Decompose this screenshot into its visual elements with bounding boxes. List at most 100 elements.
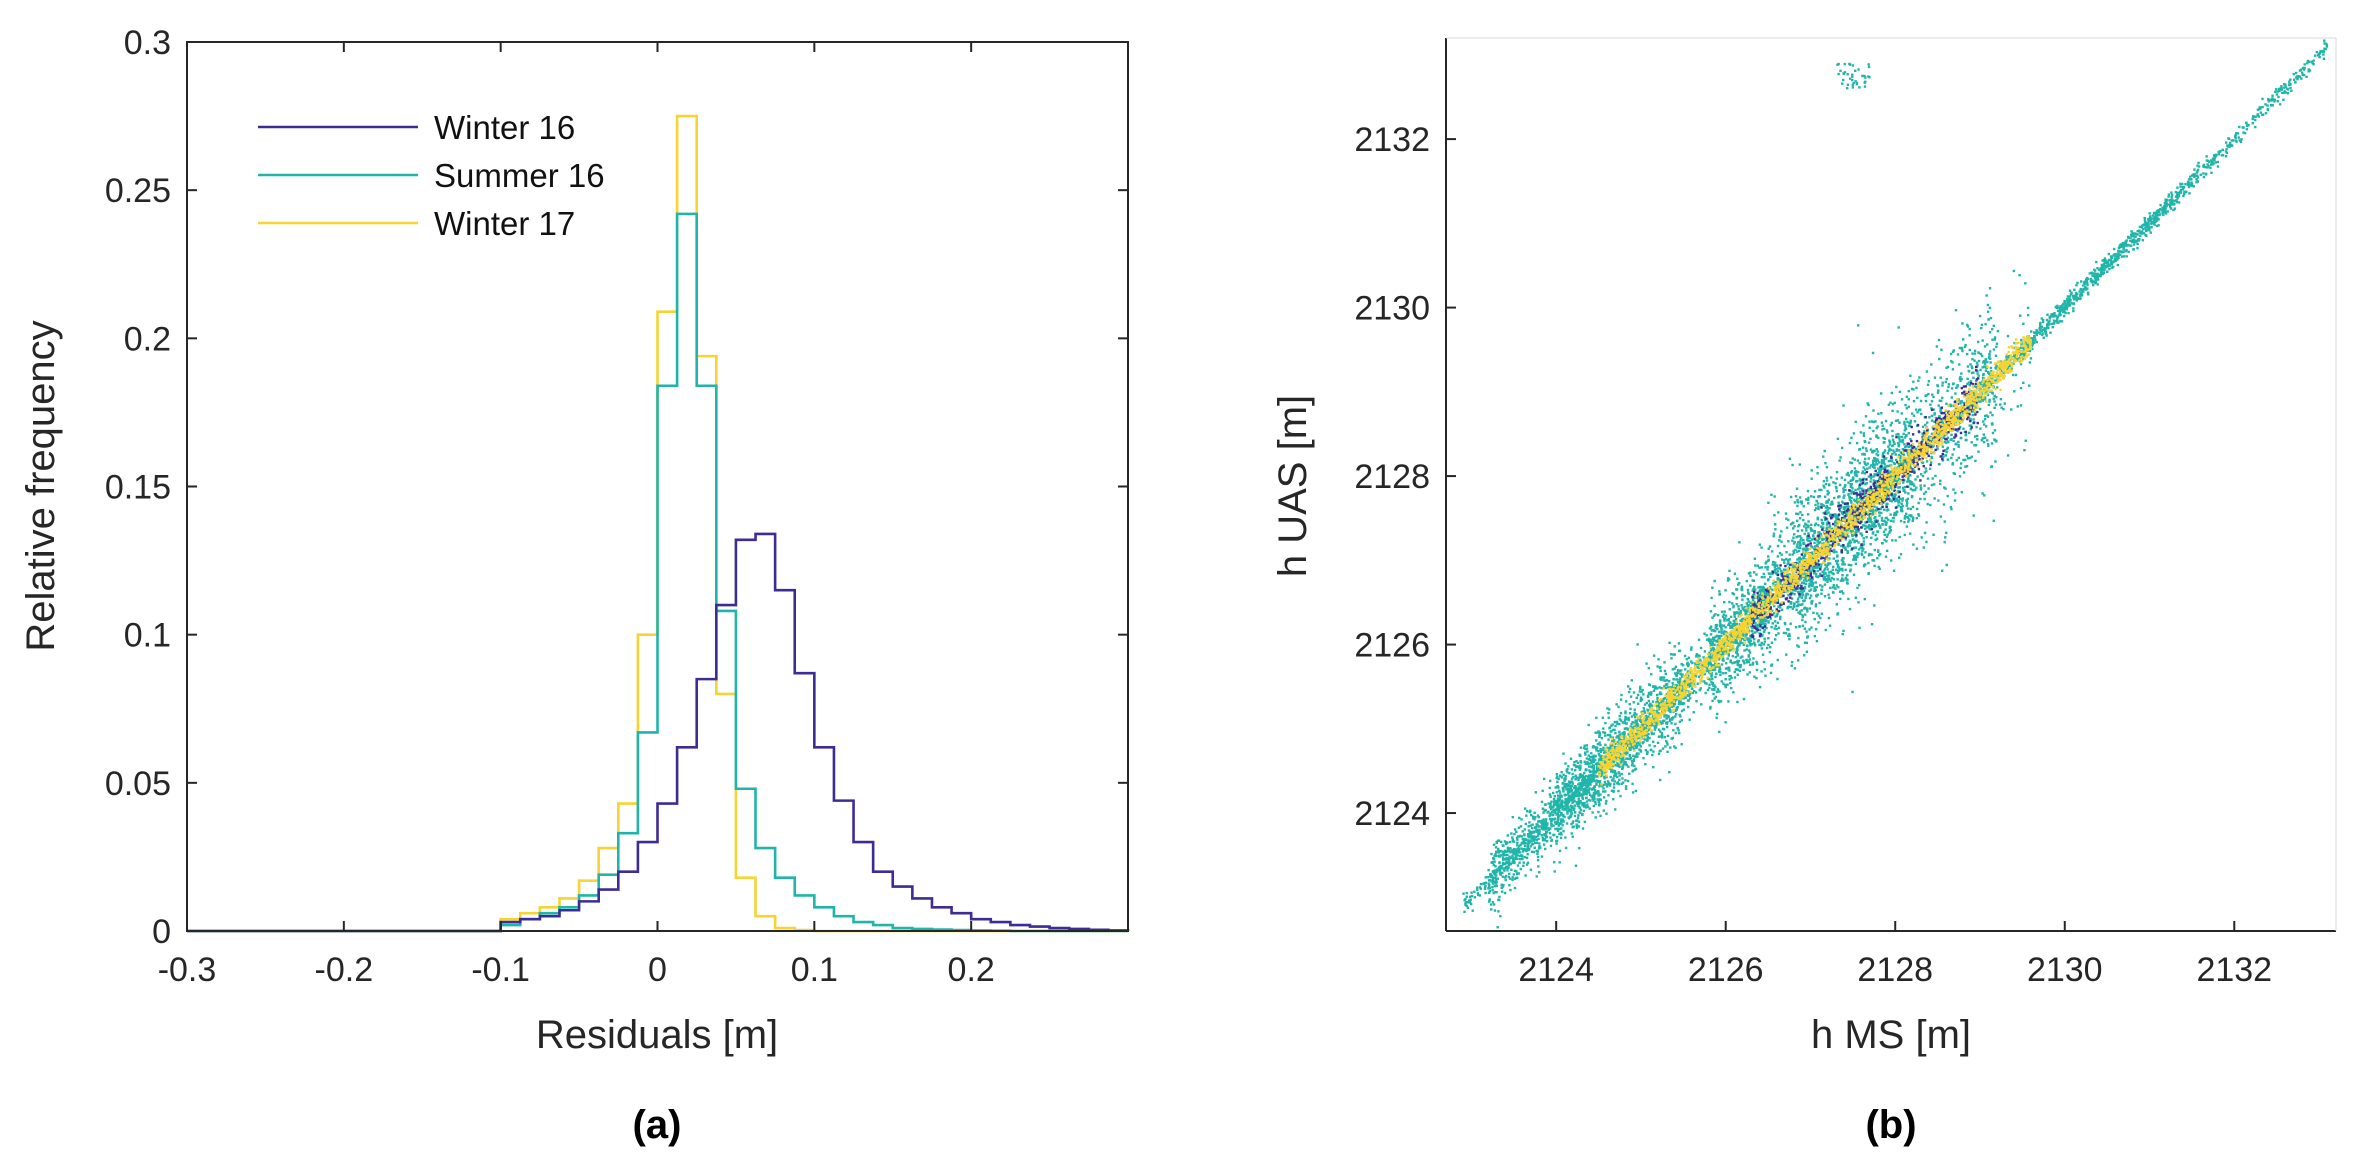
scatter-point	[1763, 668, 1767, 671]
scatter-point	[1538, 825, 1541, 828]
scatter-point	[1495, 870, 1499, 873]
scatter-point	[1708, 683, 1711, 686]
scatter-point	[1476, 888, 1479, 892]
scatter-point	[1596, 742, 1600, 746]
scatter-point	[2299, 68, 2303, 72]
scatter-point	[1753, 600, 1756, 604]
scatter-point	[1508, 840, 1512, 844]
scatter-point	[1700, 664, 1703, 667]
scatter-point	[1545, 835, 1549, 839]
scatter-point	[1745, 637, 1749, 640]
scatter-point	[1842, 545, 1845, 548]
scatter-point	[1697, 654, 1700, 657]
scatter-point	[1755, 668, 1759, 672]
x-tick-label: 0.1	[791, 951, 838, 989]
scatter-point	[1520, 818, 1523, 821]
scatter-point	[2307, 70, 2310, 73]
scatter-point	[1748, 649, 1751, 652]
scatter-point	[1820, 488, 1823, 492]
scatter-point	[1849, 529, 1853, 533]
scatter-point	[1529, 834, 1533, 838]
scatter-point	[1484, 876, 1487, 879]
scatter-point	[1708, 671, 1711, 674]
scatter-point	[2195, 181, 2198, 184]
scatter-point	[1639, 696, 1643, 699]
scatter-point	[1616, 763, 1620, 767]
scatter-point	[1686, 683, 1690, 687]
scatter-point	[1791, 553, 1794, 556]
scatter-point	[1712, 614, 1716, 617]
scatter-point	[1549, 844, 1553, 848]
scatter-point	[1592, 796, 1595, 799]
scatter-point	[1770, 493, 1773, 497]
scatter-point	[1738, 644, 1741, 647]
scatter-point	[1582, 793, 1585, 796]
scatter-point	[1867, 520, 1870, 523]
scatter-point	[1665, 714, 1668, 717]
scatter-point	[2321, 50, 2324, 54]
scatter-point	[1604, 721, 1607, 725]
scatter-point	[1660, 736, 1664, 739]
scatter-point	[1644, 748, 1648, 752]
scatter-point	[1744, 610, 1747, 613]
scatter-point	[1850, 531, 1853, 534]
scatter-point	[2224, 141, 2228, 144]
scatter-point	[1504, 874, 1508, 878]
scatter-point	[1605, 799, 1608, 803]
scatter-point	[1734, 611, 1737, 614]
scatter-point	[2246, 123, 2249, 127]
scatter-point	[1652, 732, 1655, 735]
scatter-point	[1645, 716, 1649, 719]
scatter-point	[1749, 644, 1752, 647]
scatter-point	[1664, 686, 1668, 690]
scatter-point	[1559, 836, 1563, 840]
scatter-point	[2022, 346, 2025, 350]
scatter-point	[1555, 785, 1559, 789]
scatter-point	[1765, 626, 1768, 630]
scatter-point	[1495, 879, 1498, 882]
scatter-point	[1497, 847, 1500, 851]
y-tick-label: 0.15	[105, 469, 171, 507]
scatter-point	[1724, 614, 1728, 617]
scatter-point	[1570, 794, 1573, 797]
scatter-point	[1488, 883, 1491, 887]
scatter-point	[2189, 175, 2192, 178]
scatter-point	[1530, 832, 1533, 835]
scatter-point	[1729, 681, 1732, 685]
scatter-point	[1595, 767, 1599, 771]
scatter-point	[1653, 744, 1656, 748]
scatter-point	[1531, 835, 1534, 838]
scatter-point	[1505, 861, 1509, 865]
scatter-point	[1592, 760, 1595, 764]
scatter-point	[1743, 638, 1746, 642]
scatter-point	[1687, 694, 1691, 698]
scatter-point	[2228, 145, 2231, 149]
scatter-point	[1571, 820, 1575, 823]
scatter-point	[1539, 846, 1542, 849]
scatter-point	[2325, 43, 2329, 46]
scatter-point	[1836, 437, 1840, 441]
scatter-point	[1599, 750, 1603, 753]
scatter-point	[1523, 833, 1526, 836]
scatter-point	[2176, 195, 2179, 198]
scatter-point	[1559, 794, 1563, 797]
scatter-point	[1636, 723, 1639, 726]
scatter-point	[1651, 753, 1654, 757]
scatter-point	[1542, 843, 1546, 846]
scatter-point	[1508, 849, 1511, 852]
scatter-point	[1723, 619, 1726, 622]
scatter-point	[1516, 857, 1519, 861]
scatter-point	[1626, 685, 1630, 688]
scatter-point	[1501, 858, 1505, 861]
scatter-point	[2217, 153, 2221, 156]
scatter-point	[1632, 759, 1635, 762]
scatter-point	[1586, 750, 1589, 753]
scatter-point	[1482, 882, 1485, 885]
scatter-point	[1602, 790, 1605, 793]
scatter-point	[1592, 754, 1595, 757]
scatter-point	[1780, 569, 1783, 573]
scatter-point	[1837, 501, 1840, 504]
scatter-point	[1682, 697, 1685, 700]
x-tick-label: 0	[648, 951, 667, 989]
scatter-point	[1509, 851, 1512, 854]
